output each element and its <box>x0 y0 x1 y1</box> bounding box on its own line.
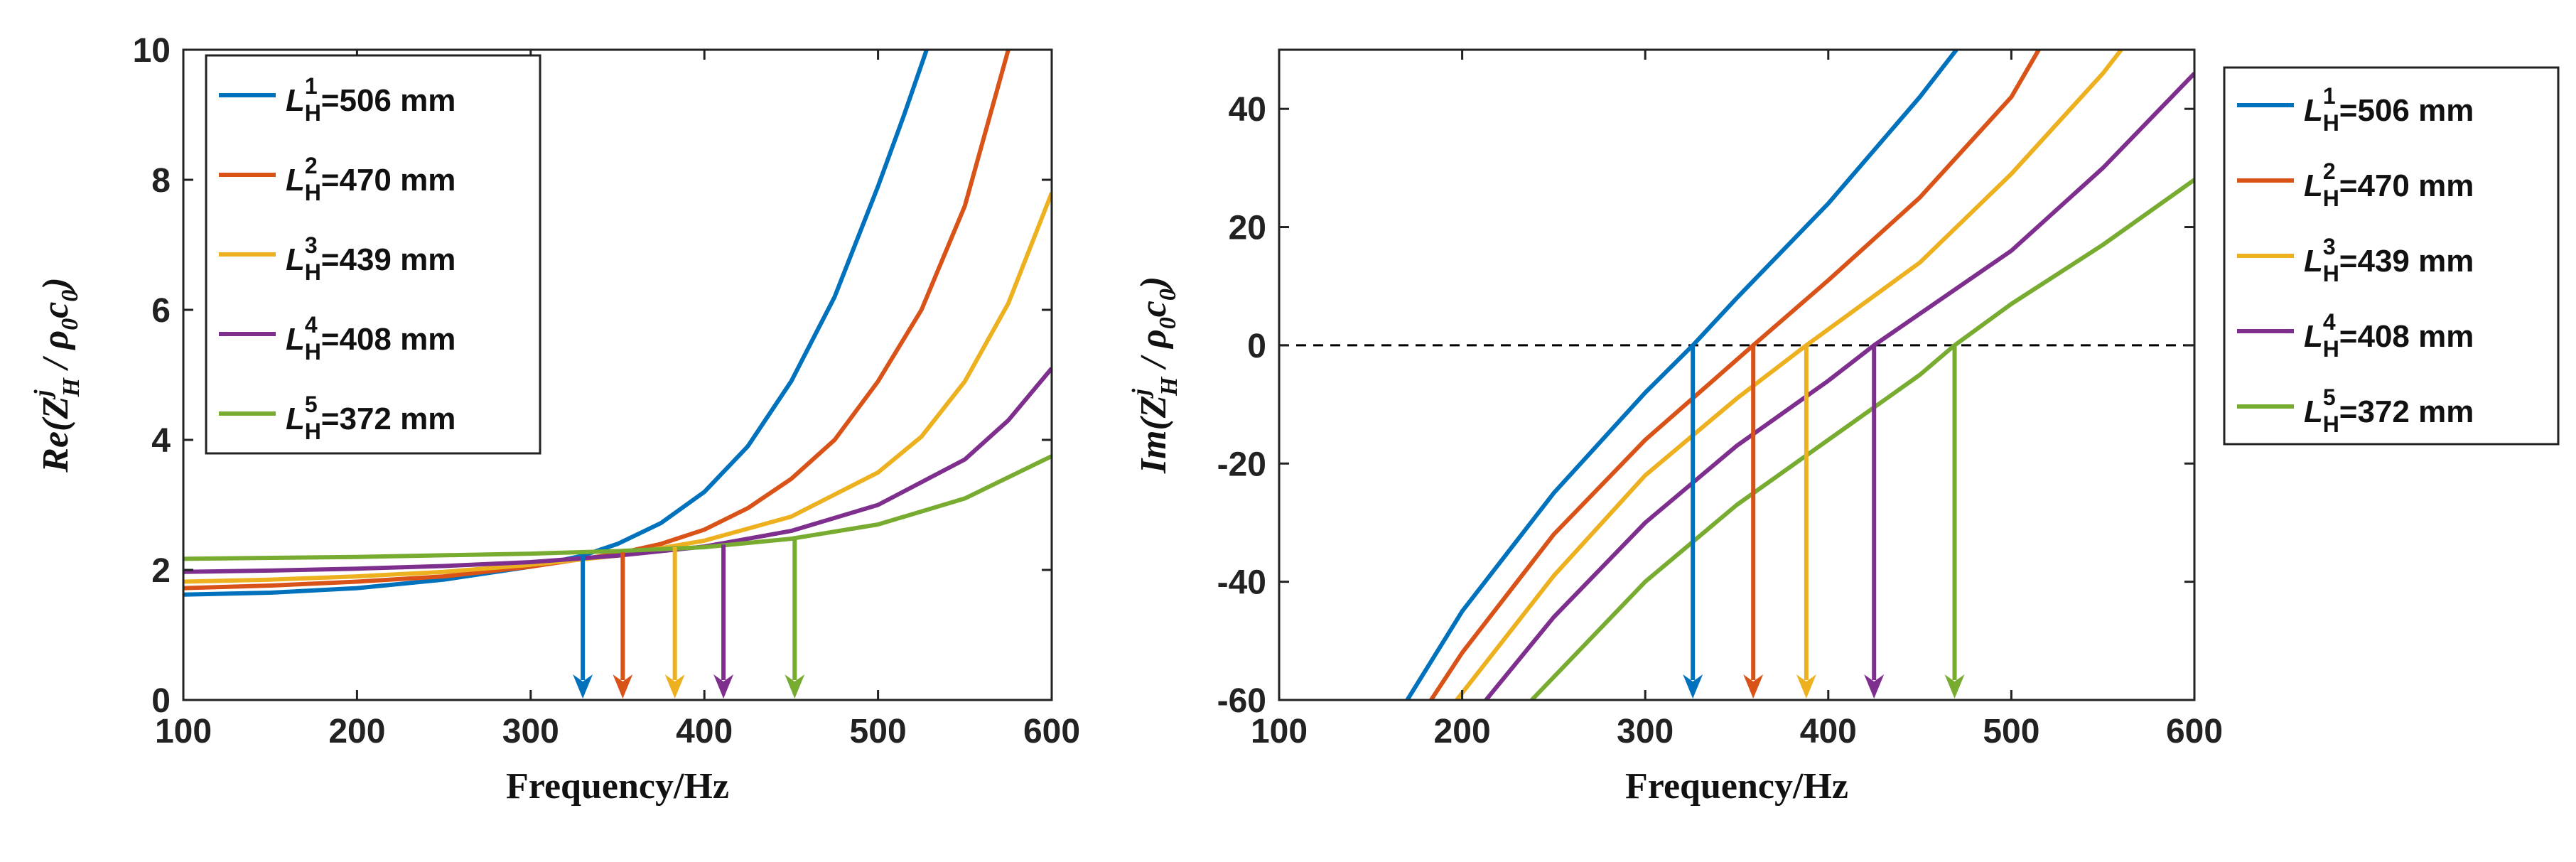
legend-entry-2: L2 H=470 mm <box>286 153 456 205</box>
x-tick-label: 500 <box>850 713 907 750</box>
legend-entry-1: L1 H=506 mm <box>286 73 456 126</box>
legend-entry-4: L4 H=408 mm <box>286 312 456 365</box>
arrow-head-5 <box>785 674 805 699</box>
legend-entry-3: L3 H=439 mm <box>286 232 456 285</box>
arrow-head-1 <box>1683 674 1703 699</box>
y-tick-label: -40 <box>1217 564 1266 602</box>
series-group <box>1405 50 2194 700</box>
legend: L1 H=506 mm L2 H=470 mm L3 H=439 mm L4 H=408 mm… <box>2223 66 2560 446</box>
x-tick-label: 600 <box>2166 713 2223 750</box>
legend-entry-2: L2 H=470 mm <box>2304 158 2474 211</box>
legend-entry-5: L5 H=372 mm <box>286 392 456 444</box>
axes-box <box>182 48 1053 701</box>
series-line-3 <box>1455 50 2123 700</box>
arrow-head-2 <box>1743 674 1764 699</box>
y-tick-label: 2 <box>151 552 171 590</box>
x-tick-label: 400 <box>1800 713 1857 750</box>
y-axis-label: Re(ZjH / ρ0c0) <box>30 277 85 473</box>
x-axis-label: Frequency/Hz <box>506 766 729 807</box>
legend-entry-5: L5 H=372 mm <box>2304 384 2474 437</box>
x-tick-label: 300 <box>1617 713 1674 750</box>
y-tick-label: 6 <box>151 292 171 330</box>
series-line-5 <box>183 454 1052 561</box>
series-line-2 <box>1429 50 2041 700</box>
legend-entry-4: L4 H=408 mm <box>2304 309 2474 362</box>
y-tick-label: -20 <box>1217 446 1266 483</box>
y-tick-label: 40 <box>1229 91 1266 129</box>
x-tick-label: 100 <box>155 713 212 750</box>
y-tick-label: -60 <box>1217 682 1266 720</box>
arrow-head-2 <box>613 674 633 699</box>
series-line-5 <box>1530 178 2194 700</box>
x-tick-label: 100 <box>1251 713 1308 750</box>
arrow-head-4 <box>713 674 734 699</box>
x-tick-label: 300 <box>502 713 559 750</box>
series-line-3 <box>183 192 1052 584</box>
arrow-head-5 <box>1944 674 1965 699</box>
x-tick-label: 200 <box>328 713 385 750</box>
x-tick-label: 600 <box>1023 713 1080 750</box>
series-line-1 <box>1405 50 1958 700</box>
x-axis-label: Frequency/Hz <box>1625 766 1848 807</box>
legend: L1 H=506 mm L2 H=470 mm L3 H=439 mm L4 H=408 mm… <box>205 54 541 455</box>
arrow-head-3 <box>1796 674 1816 699</box>
axes-box <box>1278 48 2196 701</box>
left-chart: 100 200 300 400 500 600 0 2 4 6 8 10 Frequency/Hz Re(… <box>30 32 1080 807</box>
arrow-head-4 <box>1864 674 1885 699</box>
series-line-2 <box>183 50 1011 591</box>
right-chart: 100 200 300 400 500 600 -60 -40 -20 0 20 40 Frequenc… <box>1128 48 2560 807</box>
arrow-head-3 <box>664 674 685 699</box>
series-group <box>183 50 1052 597</box>
arrow-head-1 <box>573 674 593 699</box>
x-tick-label: 200 <box>1434 713 1491 750</box>
y-tick-label: 4 <box>151 422 171 460</box>
y-tick-label: 10 <box>133 32 171 70</box>
y-tick-label: 8 <box>151 162 171 200</box>
x-tick-label: 500 <box>1983 713 2039 750</box>
x-tick-label: 400 <box>676 713 733 750</box>
y-axis-label: Im(ZjH / ρ0c0) <box>1128 276 1182 474</box>
legend-entry-3: L3 H=439 mm <box>2304 234 2474 286</box>
series-line-4 <box>1484 72 2194 700</box>
y-tick-label: 20 <box>1229 210 1266 247</box>
y-tick-label: 0 <box>1247 328 1266 365</box>
series-line-1 <box>183 50 929 597</box>
y-tick-label: 0 <box>151 682 171 720</box>
legend-entry-1: L1 H=506 mm <box>2304 83 2474 136</box>
